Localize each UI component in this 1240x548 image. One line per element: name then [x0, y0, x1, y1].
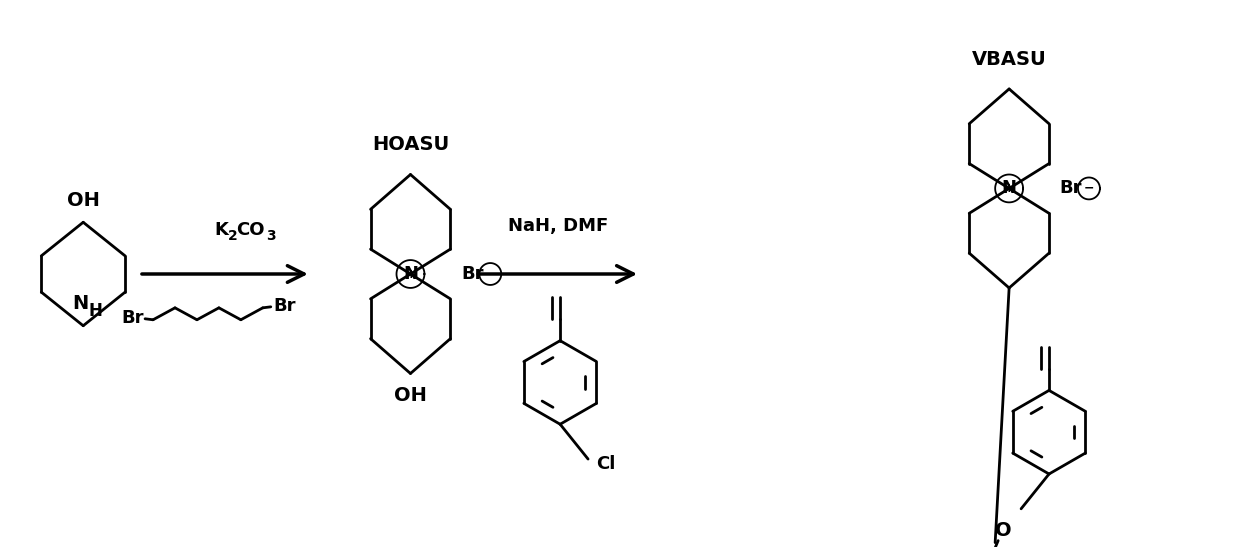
Text: OH: OH	[394, 386, 427, 405]
Text: HOASU: HOASU	[372, 135, 449, 154]
Text: +: +	[1004, 182, 1014, 195]
Text: CO: CO	[237, 221, 265, 239]
Text: 3: 3	[265, 229, 275, 243]
Text: 2: 2	[228, 229, 238, 243]
Text: −: −	[485, 267, 496, 281]
Text: Br: Br	[1060, 179, 1083, 197]
Text: K: K	[215, 221, 228, 239]
Text: +: +	[405, 267, 415, 281]
Text: N: N	[1002, 179, 1017, 197]
Text: H: H	[88, 302, 102, 320]
Text: NaH, DMF: NaH, DMF	[508, 217, 609, 235]
Text: Cl: Cl	[596, 455, 616, 473]
Text: Br: Br	[122, 309, 144, 327]
Text: Br: Br	[274, 297, 296, 315]
Text: O: O	[994, 521, 1012, 540]
Text: −: −	[1084, 182, 1094, 195]
Text: OH: OH	[67, 191, 99, 210]
Text: N: N	[72, 294, 88, 313]
Text: Br: Br	[461, 265, 484, 283]
Text: N: N	[403, 265, 418, 283]
Text: VBASU: VBASU	[972, 50, 1047, 68]
